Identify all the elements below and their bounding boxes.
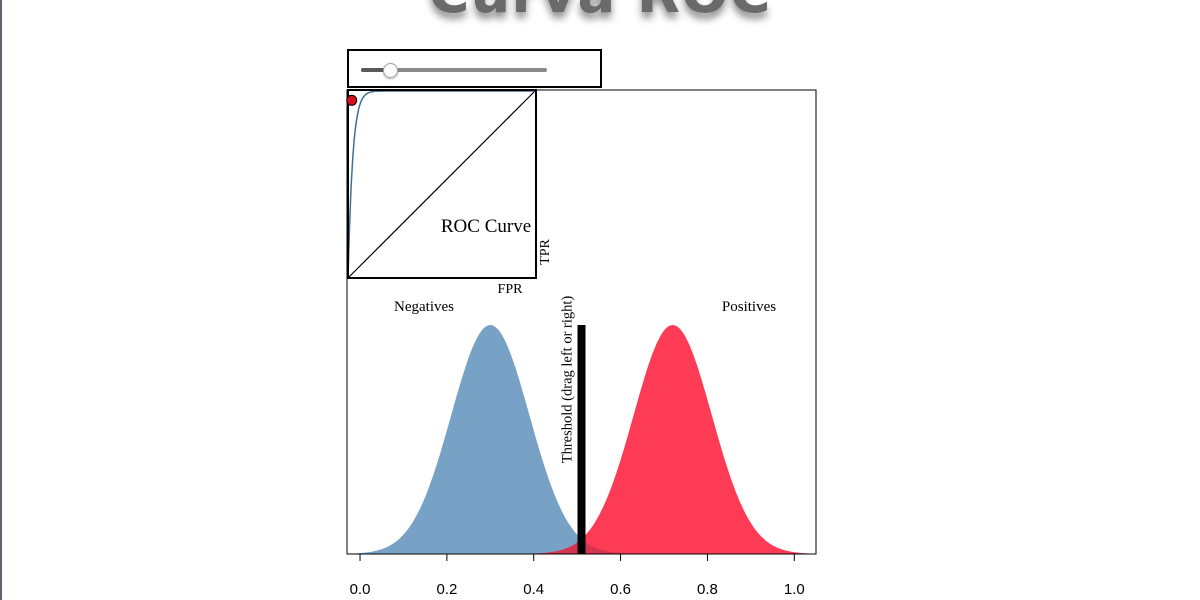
- negatives-label: Negatives: [394, 299, 454, 315]
- positives-label: Positives: [722, 299, 776, 315]
- threshold-handle[interactable]: [577, 325, 586, 554]
- roc-ylabel: TPR: [538, 239, 553, 265]
- threshold-slider-fill: [361, 68, 390, 72]
- left-edge-rule: [0, 0, 2, 600]
- roc-diagonal: [347, 90, 536, 279]
- roc-inset-frame: [347, 89, 537, 279]
- roc-title: ROC Curve: [441, 216, 531, 237]
- slide-title: Curva ROC: [0, 0, 1200, 24]
- roc-inset: ROC Curve FPR TPR: [346, 89, 553, 297]
- x-tick-label: 0.6: [610, 581, 631, 598]
- x-tick-label: 0.4: [523, 581, 544, 598]
- positives-distribution: [529, 325, 816, 554]
- threshold-slider-panel: [347, 49, 602, 88]
- roc-operating-point[interactable]: [346, 94, 358, 106]
- x-tick-label: 1.0: [784, 581, 805, 598]
- distribution-plot-area: [355, 325, 816, 554]
- negatives-distribution: [355, 325, 634, 554]
- x-tick-label: 0.0: [350, 581, 371, 598]
- threshold-slider-thumb[interactable]: [383, 63, 399, 78]
- threshold-label: Threshold (drag left or right): [560, 296, 576, 464]
- x-axis: 0.0 0.2 0.4 0.6 0.8 1.0: [350, 553, 805, 598]
- x-tick-label: 0.8: [697, 581, 718, 598]
- x-tick-label: 0.2: [436, 581, 457, 598]
- threshold-slider-track[interactable]: [361, 63, 547, 78]
- roc-xlabel: FPR: [498, 282, 524, 297]
